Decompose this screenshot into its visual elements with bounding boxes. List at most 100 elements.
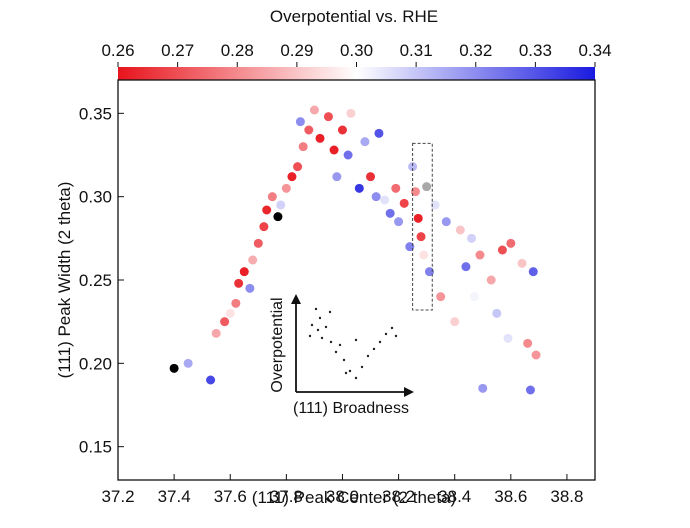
data-point	[413, 213, 423, 223]
inset-dot	[354, 338, 358, 342]
inset-dot	[316, 328, 320, 332]
inset-dot	[344, 371, 348, 375]
data-point	[337, 125, 347, 135]
data-point	[183, 358, 193, 368]
data-point	[492, 308, 502, 318]
inset-dot	[384, 332, 388, 336]
data-point	[380, 195, 390, 205]
y-tick-label: 0.15	[79, 438, 112, 457]
colorbar-tick-label: 0.27	[161, 41, 194, 60]
inset-dot	[378, 340, 382, 344]
data-point	[298, 142, 308, 152]
data-point	[467, 233, 477, 243]
data-point	[206, 375, 216, 385]
colorbar-tick-label: 0.28	[221, 41, 254, 60]
data-point	[360, 137, 370, 147]
data-point	[309, 105, 319, 115]
inset-dot	[394, 334, 398, 338]
data-point	[276, 200, 286, 210]
x-tick-label: 37.2	[101, 487, 134, 506]
data-point	[287, 172, 297, 182]
data-point	[478, 383, 488, 393]
data-point	[343, 150, 353, 160]
y-tick-label: 0.30	[79, 188, 112, 207]
data-point	[253, 238, 263, 248]
colorbar-tick-label: 0.32	[459, 41, 492, 60]
inset-dot	[334, 350, 338, 354]
inset-dot	[324, 325, 328, 329]
data-point	[506, 238, 516, 248]
x-tick-label: 38.6	[494, 487, 527, 506]
data-point	[455, 225, 465, 235]
data-point	[234, 278, 244, 288]
data-point	[211, 328, 221, 338]
x-tick-label: 38.8	[550, 487, 583, 506]
y-axis-title: (111) Peak Width (2 theta)	[55, 182, 74, 379]
x-tick-label: 38.2	[382, 487, 415, 506]
data-point	[385, 208, 395, 218]
y-tick-label: 0.20	[79, 354, 112, 373]
data-point	[424, 267, 434, 277]
colorbar-tick-label: 0.33	[519, 41, 552, 60]
data-point	[231, 298, 241, 308]
data-point	[352, 162, 361, 172]
data-point	[295, 117, 305, 127]
y-tick-label: 0.35	[79, 104, 112, 123]
colorbar-tick-label: 0.31	[400, 41, 433, 60]
data-point	[450, 317, 460, 327]
data-point	[483, 238, 493, 248]
colorbar-ticks: 0.26 0.27 0.28 0.29 0.30 0.31 0.32 0.33 0.34	[101, 41, 612, 67]
x-axis-title: (111) Peak Center (2 theta)	[252, 488, 456, 507]
inset-dots	[308, 307, 398, 380]
data-point	[332, 172, 342, 182]
data-point	[436, 292, 446, 302]
data-point	[318, 158, 328, 168]
inset-dot	[328, 310, 332, 314]
data-point	[203, 338, 213, 348]
data-point	[394, 217, 404, 227]
x-axis-ticks: 37.2 37.4 37.6 37.8 38.0 38.2 38.4 38.6 38.8	[101, 474, 583, 506]
data-point	[416, 232, 426, 242]
highlight-box	[412, 142, 433, 311]
data-point	[391, 183, 401, 193]
inset-schematic: Overpotential (111) Broadness	[269, 294, 414, 417]
data-point	[430, 200, 440, 210]
data-point	[374, 128, 384, 138]
data-point	[273, 212, 283, 222]
data-point	[371, 192, 381, 202]
x-tick-label: 37.8	[270, 487, 303, 506]
data-point	[225, 308, 235, 318]
inset-dot	[372, 347, 376, 351]
data-point	[315, 133, 325, 143]
data-point	[346, 108, 356, 118]
data-point	[503, 333, 513, 343]
colorbar-title: Overpotential vs. RHE	[270, 7, 438, 26]
inset-dot	[314, 307, 318, 311]
data-point	[329, 145, 339, 155]
data-point	[239, 267, 249, 277]
data-point	[354, 183, 364, 193]
data-point	[422, 182, 432, 192]
data-point	[408, 162, 418, 172]
inset-dot	[329, 340, 333, 344]
data-point	[220, 317, 230, 327]
data-point	[497, 245, 507, 255]
data-point	[517, 258, 527, 268]
data-point	[405, 242, 415, 252]
y-axis-ticks: 0.15 0.20 0.25 0.30 0.35	[79, 104, 124, 457]
data-point	[262, 205, 272, 215]
data-point	[447, 255, 457, 265]
data-point	[399, 198, 409, 208]
data-point	[197, 350, 207, 360]
x-tick-label: 38.0	[326, 487, 359, 506]
inset-dot	[318, 316, 322, 320]
data-point	[469, 292, 479, 302]
inset-y-label: Overpotential	[269, 297, 286, 392]
data-point	[419, 250, 429, 260]
data-point	[281, 183, 291, 193]
colorbar-tick-label: 0.30	[340, 41, 373, 60]
x-tick-label: 38.4	[438, 487, 471, 506]
inset-dot	[354, 376, 358, 380]
inset-x-arrowhead	[404, 387, 414, 397]
